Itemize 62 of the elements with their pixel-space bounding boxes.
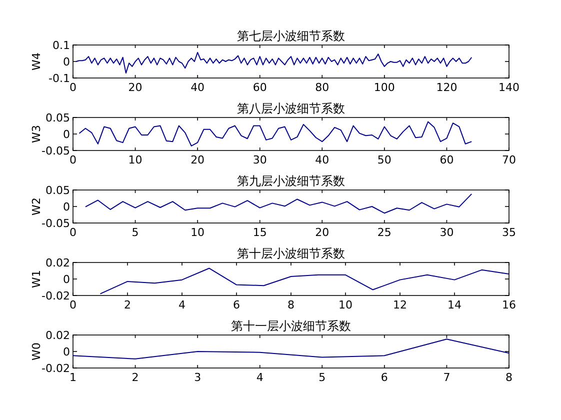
- x-tick-label: 7: [443, 371, 450, 384]
- x-tick-label: 10: [128, 154, 142, 166]
- chart-title: 第八层小波细节系数: [237, 102, 345, 116]
- chart-title: 第十层小波细节系数: [237, 246, 345, 260]
- y-tick-label: 0: [63, 56, 70, 68]
- x-tick-label: 15: [252, 226, 267, 239]
- y-tick-label: -0.05: [42, 217, 70, 230]
- x-tick-label: 35: [502, 226, 516, 239]
- x-tick-label: 60: [252, 81, 267, 94]
- x-tick-label: 80: [315, 81, 330, 94]
- x-tick-label: 50: [377, 154, 392, 166]
- y-axis-title: W1: [30, 270, 43, 288]
- x-tick-label: 60: [440, 154, 454, 166]
- x-tick-label: 40: [190, 81, 205, 94]
- x-tick-label: 10: [190, 226, 205, 239]
- x-tick-label: 8: [506, 371, 512, 384]
- y-axis-title: W2: [30, 198, 43, 216]
- y-tick-label: 0.05: [46, 184, 70, 197]
- x-tick-label: 120: [436, 81, 458, 94]
- x-tick-label: 140: [498, 81, 520, 94]
- x-tick-label: 2: [124, 298, 131, 312]
- y-tick-label: 0.02: [46, 256, 70, 270]
- y-tick-label: 0: [63, 346, 70, 358]
- chart-title: 第七层小波细节系数: [237, 29, 345, 43]
- x-tick-label: 100: [374, 81, 395, 94]
- x-tick-label: 5: [132, 226, 139, 239]
- x-tick-label: 8: [288, 298, 294, 312]
- x-tick-label: 30: [252, 154, 267, 166]
- x-tick-label: 3: [194, 371, 202, 384]
- x-tick-label: 70: [502, 154, 516, 166]
- x-tick-label: 6: [380, 371, 388, 384]
- x-tick-label: 14: [448, 298, 462, 312]
- x-tick-label: 1: [70, 371, 76, 384]
- y-tick-label: 0.1: [52, 39, 70, 52]
- y-axis-title: W3: [30, 125, 43, 143]
- x-tick-label: 16: [502, 298, 516, 312]
- x-tick-label: 4: [256, 371, 264, 384]
- y-tick-label: -0.05: [42, 144, 70, 158]
- y-tick-label: 0: [63, 273, 70, 286]
- x-tick-label: 6: [233, 298, 240, 312]
- x-tick-label: 30: [440, 226, 454, 239]
- y-tick-label: -0.02: [42, 362, 70, 375]
- chart-title: 第九层小波细节系数: [237, 174, 345, 188]
- x-tick-label: 40: [315, 154, 330, 166]
- x-tick-label: 10: [338, 298, 352, 312]
- y-axis-title: W0: [30, 342, 43, 360]
- y-tick-label: -0.02: [42, 290, 70, 302]
- x-tick-label: 2: [132, 371, 139, 384]
- x-tick-label: 25: [377, 226, 392, 239]
- y-tick-label: -0.1: [48, 72, 70, 85]
- y-tick-label: 0.05: [46, 112, 70, 124]
- x-tick-label: 20: [315, 226, 330, 239]
- chart-title: 第十一层小波细节系数: [231, 319, 351, 333]
- x-tick-label: 20: [128, 81, 142, 94]
- y-axis-title: W4: [30, 52, 43, 70]
- y-tick-label: 0.02: [46, 329, 70, 342]
- y-tick-label: 0: [63, 200, 70, 214]
- y-tick-label: 0: [63, 128, 70, 141]
- x-tick-label: 5: [318, 371, 326, 384]
- x-tick-label: 4: [178, 298, 186, 312]
- x-tick-label: 20: [190, 154, 205, 166]
- x-tick-label: 12: [393, 298, 407, 312]
